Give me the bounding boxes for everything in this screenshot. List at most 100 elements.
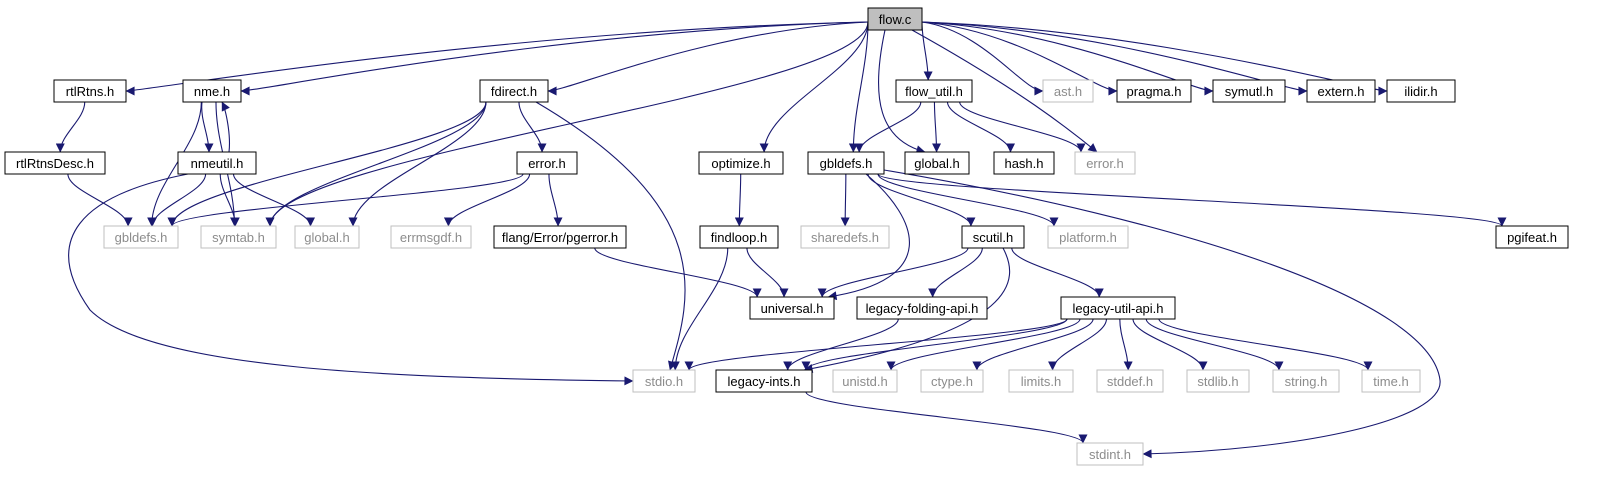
- node-symutl-h[interactable]: symutl.h: [1212, 79, 1286, 103]
- node-box: [1495, 225, 1569, 249]
- edge-scutil_h-to-universal_h: [817, 247, 969, 298]
- node-nmeutil-h[interactable]: nmeutil.h: [177, 151, 257, 175]
- node-time-h: time.h: [1361, 369, 1421, 393]
- node-ast-h: ast.h: [1042, 79, 1094, 103]
- edge-flow_c-to-flow_util_h: [921, 21, 933, 81]
- node-scutil-h[interactable]: scutil.h: [961, 225, 1025, 249]
- node-universal-h[interactable]: universal.h: [749, 296, 835, 320]
- edge-fdirect_h-to-global_h_ext: [348, 101, 487, 227]
- node-label: stdio.h: [645, 374, 683, 389]
- edge-flow_c-to-global_h_doc: [877, 29, 926, 155]
- edge-nme_h-to-nmeutil_h: [201, 101, 214, 153]
- node-pgifeat-h[interactable]: pgifeat.h: [1495, 225, 1569, 249]
- edge-legacy_util_api_h-to-limits_h: [1048, 318, 1107, 371]
- node-box: [294, 225, 360, 249]
- node-extern-h[interactable]: extern.h: [1306, 79, 1376, 103]
- node-label: symutl.h: [1225, 84, 1273, 99]
- edge-pgerror_h-to-universal_h: [594, 247, 762, 298]
- edge-gbldefs_h_doc-to-scutil_h: [867, 173, 976, 227]
- node-label: hash.h: [1004, 156, 1043, 171]
- node-box: [807, 151, 885, 175]
- nodes: flow.c rtlRtns.h nme.h fdirect.h flow_util.h…: [4, 7, 1569, 466]
- node-box: [1386, 79, 1456, 103]
- node-box: [1076, 442, 1144, 466]
- node-label: extern.h: [1318, 84, 1365, 99]
- edge-legacy_util_api_h-to-time_h: [1158, 318, 1373, 371]
- node-box: [1096, 369, 1164, 393]
- node-flow-c[interactable]: flow.c: [867, 7, 923, 31]
- edge-findloop_h-to-universal_h: [746, 247, 789, 298]
- node-box: [53, 79, 127, 103]
- edge-flow_c-to-error_h_ext: [911, 29, 1098, 153]
- edge-optimize_h-to-findloop_h: [734, 173, 744, 227]
- edge-gbldefs_h_doc-to-sharedefs_h: [840, 173, 850, 227]
- node-box: [1306, 79, 1376, 103]
- node-box: [1272, 369, 1340, 393]
- node-hash-h[interactable]: hash.h: [993, 151, 1055, 175]
- node-legacy-util-api-h[interactable]: legacy-util-api.h: [1060, 296, 1176, 320]
- node-error-h-1[interactable]: error.h: [516, 151, 578, 175]
- node-label: global.h: [304, 230, 350, 245]
- node-platform-h: platform.h: [1047, 225, 1129, 249]
- node-global-h-ext: global.h: [294, 225, 360, 249]
- node-findloop-h[interactable]: findloop.h: [699, 225, 779, 249]
- node-label: errmsgdf.h: [400, 230, 462, 245]
- node-label: ast.h: [1054, 84, 1082, 99]
- node-pgerror-h[interactable]: flang/Error/pgerror.h: [493, 225, 627, 249]
- node-label: legacy-ints.h: [728, 374, 801, 389]
- edge-nmeutil_h-to-symtab_h: [219, 173, 240, 227]
- node-label: legacy-util-api.h: [1072, 301, 1163, 316]
- node-stddef-h: stddef.h: [1096, 369, 1164, 393]
- edge-legacy_util_api_h-to-stdlib_h: [1132, 318, 1208, 371]
- node-label: stdlib.h: [1197, 374, 1238, 389]
- node-global-h-doc[interactable]: global.h: [904, 151, 970, 175]
- node-box: [493, 225, 627, 249]
- edge-flow_c-to-rtlRtns_h: [125, 21, 869, 96]
- node-box: [961, 225, 1025, 249]
- node-box: [1008, 369, 1074, 393]
- node-legacy-ints-h[interactable]: legacy-ints.h: [715, 369, 813, 393]
- edge-fdirect_h-to-error_h_1: [518, 101, 547, 153]
- node-box: [895, 79, 973, 103]
- node-gbldefs-h-doc[interactable]: gbldefs.h: [807, 151, 885, 175]
- node-box: [103, 225, 179, 249]
- node-box: [632, 369, 696, 393]
- node-flow-util-h[interactable]: flow_util.h: [895, 79, 973, 103]
- node-ilidir-h[interactable]: ilidir.h: [1386, 79, 1456, 103]
- node-box: [177, 151, 257, 175]
- node-label: gbldefs.h: [820, 156, 873, 171]
- node-optimize-h[interactable]: optimize.h: [698, 151, 784, 175]
- node-symtab-h: symtab.h: [200, 225, 277, 249]
- node-label: stddef.h: [1107, 374, 1153, 389]
- node-label: flang/Error/pgerror.h: [502, 230, 618, 245]
- node-box: [800, 225, 890, 249]
- node-errmsgdf-h: errmsgdf.h: [390, 225, 472, 249]
- node-rtlRtns-h[interactable]: rtlRtns.h: [53, 79, 127, 103]
- node-pragma-h[interactable]: pragma.h: [1116, 79, 1192, 103]
- edge-nmeutil_h-to-gbldefs_h_ext: [147, 173, 207, 227]
- node-unistd-h: unistd.h: [832, 369, 898, 393]
- node-rtlRtnsDesc-h[interactable]: rtlRtnsDesc.h: [4, 151, 106, 175]
- edge-error_h_1-to-gbldefs_h_ext: [167, 173, 524, 227]
- node-label: pgifeat.h: [1507, 230, 1557, 245]
- node-label: time.h: [1373, 374, 1408, 389]
- node-fdirect-h[interactable]: fdirect.h: [479, 79, 549, 103]
- edge-gbldefs_h_doc-to-stdint_h: [883, 169, 1441, 459]
- edge-legacy_util_api_h-to-unistd_h: [886, 318, 1081, 371]
- node-box: [1116, 79, 1192, 103]
- node-box: [698, 151, 784, 175]
- node-legacy-folding-api-h[interactable]: legacy-folding-api.h: [856, 296, 988, 320]
- node-label: unistd.h: [842, 374, 888, 389]
- node-label: legacy-folding-api.h: [866, 301, 979, 316]
- node-box: [182, 79, 242, 103]
- node-sharedefs-h: sharedefs.h: [800, 225, 890, 249]
- node-stdio-h: stdio.h: [632, 369, 696, 393]
- edge-rtlRtns_h-to-rtlRtnsDesc_h: [55, 101, 86, 153]
- node-nme-h[interactable]: nme.h: [182, 79, 242, 103]
- node-error-h-ext: error.h: [1074, 151, 1136, 175]
- edge-fdirect_h-to-stdio_h: [535, 101, 686, 371]
- edge-gbldefs_h_doc-to-platform_h: [877, 173, 1059, 227]
- edge-flow_c-to-symutl_h: [921, 21, 1214, 96]
- edge-rtlRtnsDesc_h-to-gbldefs_h_ext: [67, 173, 133, 227]
- edge-legacy_util_api_h-to-ctype_h: [972, 318, 1094, 371]
